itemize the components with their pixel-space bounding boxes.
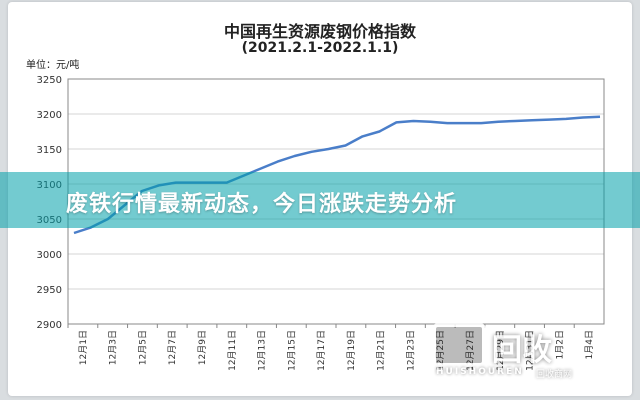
x-tick-label: 12月5日 <box>137 330 148 365</box>
unit-label: 单位：元/吨 <box>26 60 80 71</box>
logo-box-icon <box>432 323 486 367</box>
watermark-cn: 回收商网 <box>536 370 573 380</box>
y-tick-label: 3000 <box>37 250 62 261</box>
x-tick-label: 12月23日 <box>405 330 416 371</box>
y-tick-label: 3200 <box>37 110 62 121</box>
watermark-sub: HUISHOUREN <box>436 367 524 377</box>
x-tick-label: 12月27日 <box>465 330 476 371</box>
watermark-logo: 回收 HUISHOUREN 回收商网 <box>432 323 612 383</box>
y-tick-label: 2900 <box>37 320 62 331</box>
x-tick-label: 12月13日 <box>257 330 268 371</box>
x-tick-label: 12月9日 <box>197 330 208 365</box>
watermark-text: 回收 <box>492 333 552 368</box>
headline-banner <box>0 172 640 228</box>
y-tick-label: 3250 <box>37 75 62 86</box>
x-tick-label: 12月21日 <box>376 330 387 371</box>
x-tick-label: 12月7日 <box>167 330 178 365</box>
chart-title: 中国再生资源废钢价格指数 <box>223 22 416 41</box>
x-tick-label: 12月25日 <box>435 330 446 371</box>
x-tick-label: 1月4日 <box>584 330 595 359</box>
headline-text: 废铁行情最新动态，今日涨跌走势分析 <box>66 192 458 217</box>
y-tick-label: 2950 <box>37 285 62 296</box>
x-tick-label: 12月11日 <box>227 330 238 371</box>
x-tick-label: 12月3日 <box>108 330 119 365</box>
x-tick-label: 12月1日 <box>78 330 89 365</box>
x-tick-label: 12月17日 <box>316 330 327 371</box>
x-tick-label: 12月15日 <box>286 330 297 371</box>
y-tick-label: 3150 <box>37 145 62 156</box>
x-tick-label: 1月2日 <box>554 330 565 359</box>
x-tick-label: 12月31日 <box>525 330 536 371</box>
x-tick-label: 12月29日 <box>495 330 506 371</box>
chart-subtitle: (2021.2.1-2022.1.1) <box>241 40 399 56</box>
x-tick-label: 12月19日 <box>346 330 357 371</box>
